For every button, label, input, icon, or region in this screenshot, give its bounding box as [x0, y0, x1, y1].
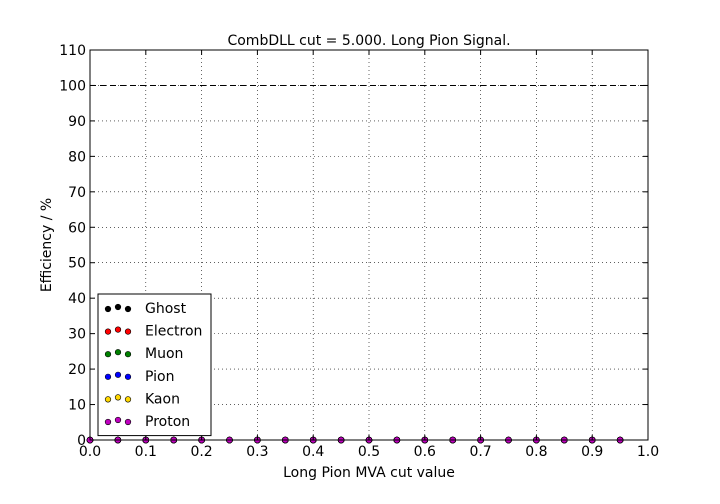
x-axis-label: Long Pion MVA cut value [283, 465, 455, 481]
y-tick-labels: 0 10 20 30 40 50 60 70 80 90 100 110 [59, 43, 86, 449]
legend-marker [114, 416, 122, 424]
y-tick-label: 80 [68, 149, 86, 165]
y-tick-label: 50 [68, 256, 86, 272]
legend-label: Proton [145, 414, 190, 430]
chart-title: CombDLL cut = 5.000. Long Pion Signal. [227, 33, 510, 49]
x-tick-label: 0.5 [358, 444, 380, 460]
legend-label: Electron [145, 324, 202, 340]
legend-marker [114, 349, 122, 356]
legend-label: Ghost [145, 301, 187, 317]
x-tick-label: 0.4 [302, 444, 324, 460]
x-tick-labels: 0.0 0.1 0.2 0.3 0.4 0.5 0.6 0.7 0.8 0.9 1.0 [79, 444, 659, 460]
legend-label: Kaon [145, 391, 180, 407]
legend-frame [97, 293, 212, 437]
legend-marker [104, 373, 112, 380]
x-tick-label: 0.1 [135, 444, 157, 460]
legend-marker [104, 305, 112, 313]
y-tick-label: 110 [59, 43, 86, 59]
x-tick-label: 0.0 [79, 444, 101, 460]
y-tick-label: 100 [59, 78, 86, 94]
x-tick-label: 0.9 [581, 444, 603, 460]
y-tick-label: 40 [68, 291, 86, 307]
legend-marker [124, 305, 132, 313]
y-tick-label: 70 [68, 185, 86, 201]
axis-ticks [89, 49, 649, 441]
y-tick-label: 20 [68, 362, 86, 378]
y-tick-label: 0 [77, 433, 86, 449]
legend-marker [124, 396, 132, 403]
legend-marker [124, 351, 132, 358]
legend-marker [114, 371, 122, 378]
y-axis-label: Efficiency / % [39, 198, 55, 292]
x-tick-label: 1.0 [637, 444, 659, 460]
legend-marker [104, 328, 112, 335]
legend: Ghost Electron Muon Pion Kaon Proton [97, 293, 212, 437]
legend-label: Pion [145, 369, 174, 385]
y-tick-label: 30 [68, 327, 86, 343]
legend-marker [104, 351, 112, 358]
legend-marker [104, 396, 112, 403]
legend-marker [124, 418, 132, 426]
legend-label: Muon [145, 346, 183, 362]
x-tick-label: 0.7 [469, 444, 491, 460]
y-tick-label: 90 [68, 114, 86, 130]
legend-marker [114, 303, 122, 311]
x-tick-label: 0.3 [246, 444, 268, 460]
y-tick-label: 10 [68, 398, 86, 414]
legend-marker [124, 373, 132, 380]
x-tick-label: 0.8 [525, 444, 547, 460]
y-tick-label: 60 [68, 220, 86, 236]
legend-marker [104, 418, 112, 426]
legend-marker [124, 328, 132, 335]
legend-marker [114, 326, 122, 333]
legend-marker [114, 394, 122, 401]
x-tick-label: 0.2 [190, 444, 212, 460]
x-tick-label: 0.6 [414, 444, 436, 460]
